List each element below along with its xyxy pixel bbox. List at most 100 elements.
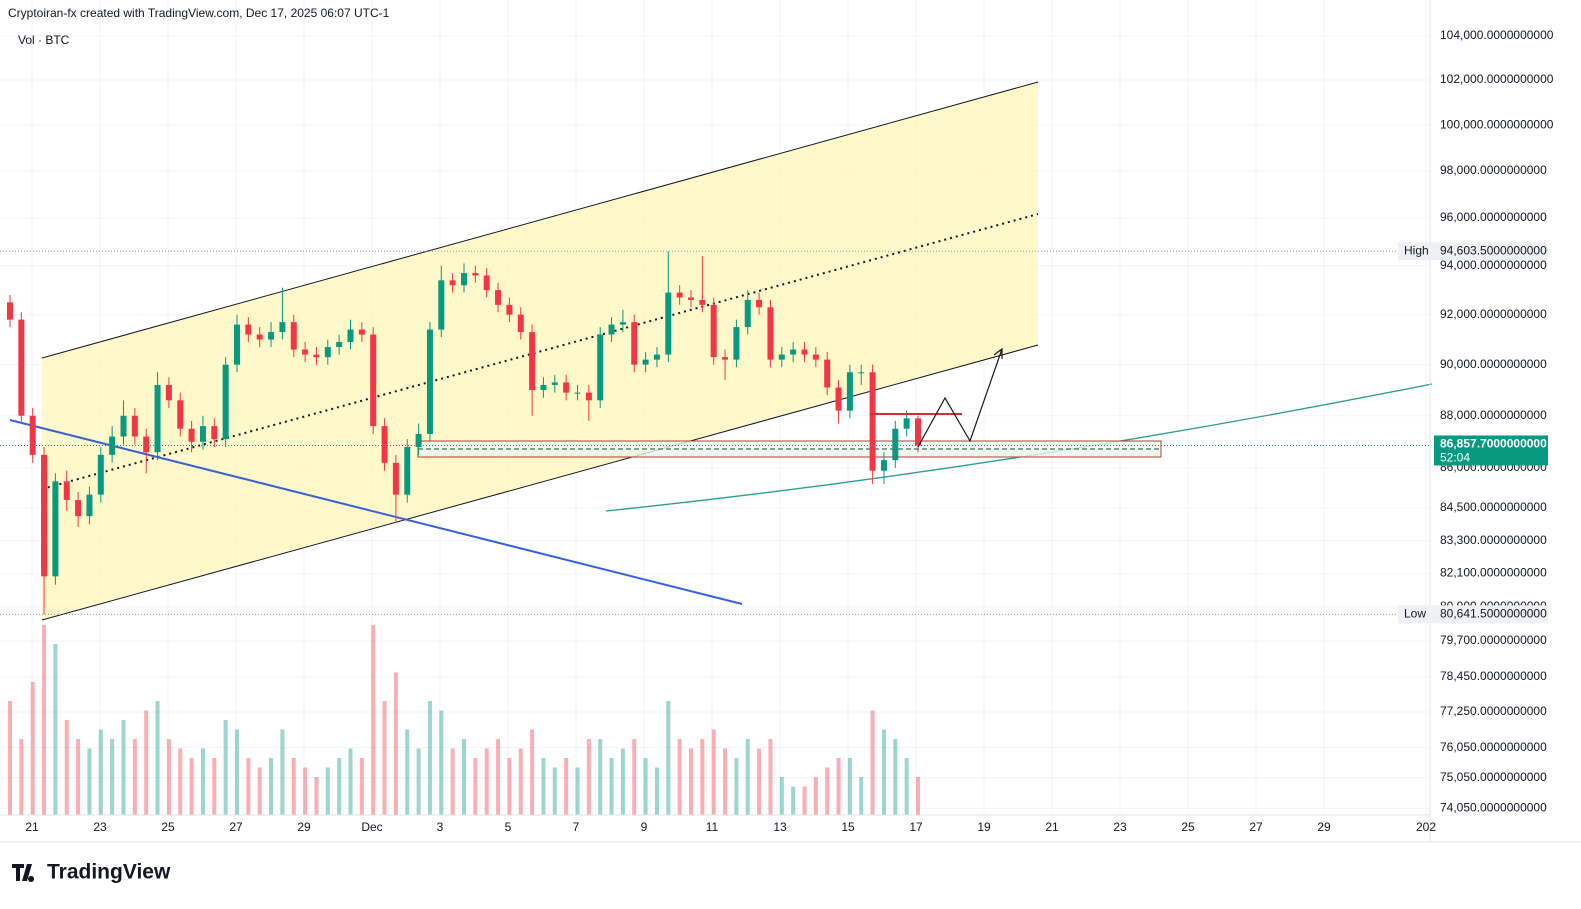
x-tick-label: 27 — [229, 820, 243, 834]
volume-bar — [666, 701, 671, 815]
volume-bar — [348, 748, 353, 815]
candle-body — [722, 357, 729, 360]
volume-bar — [541, 758, 546, 815]
legend-label: Vol · BTC — [18, 33, 70, 47]
volume-bar — [825, 767, 830, 815]
volume-bar — [632, 739, 637, 815]
volume-bar — [110, 739, 115, 815]
candle-body — [688, 297, 694, 300]
candle-body — [585, 392, 592, 401]
volume-bar — [53, 644, 58, 815]
x-tick-label: 15 — [841, 820, 855, 834]
volume-bar — [155, 701, 160, 815]
candle-body — [483, 275, 490, 291]
logo-text: TradingView — [47, 861, 171, 884]
x-tick-label: 5 — [505, 820, 512, 834]
x-tick-label: 17 — [909, 820, 923, 834]
candle-body — [574, 392, 581, 394]
volume-bar — [598, 739, 603, 815]
candle-body — [597, 334, 604, 401]
y-tick-label: 74,050.0000000000 — [1440, 800, 1547, 814]
volume-bar — [189, 758, 194, 815]
volume-bar — [359, 758, 364, 815]
candle-body — [75, 499, 82, 517]
volume-bar — [620, 748, 625, 815]
candle-body — [767, 307, 774, 360]
volume-bar — [121, 720, 126, 815]
y-tick-label: 77,250.0000000000 — [1440, 704, 1547, 718]
x-tick-label: 21 — [25, 820, 39, 834]
volume-bar — [291, 758, 296, 815]
logo: TradingView — [12, 861, 171, 884]
volume-bar — [257, 767, 262, 815]
candle-body — [165, 384, 172, 401]
candle-body — [778, 354, 785, 360]
volume-bar — [677, 739, 682, 815]
x-tick-label: Dec — [361, 820, 382, 834]
candle-body — [199, 426, 206, 442]
candle-body — [120, 415, 127, 437]
channel-upper — [41, 81, 1039, 359]
candle-body — [97, 454, 104, 495]
volume-bar — [734, 758, 739, 815]
countdown: 52:04 — [1440, 451, 1470, 465]
candle-body — [563, 382, 570, 393]
volume-bar — [689, 748, 693, 815]
x-tick-label: 25 — [1181, 820, 1195, 834]
candle-body — [234, 324, 240, 365]
volume-bar — [916, 777, 920, 815]
marker-label: High — [1404, 243, 1429, 257]
y-tick-label: 75,050.0000000000 — [1440, 770, 1547, 784]
candle-body — [892, 428, 899, 461]
x-tick-label: 3 — [437, 820, 444, 834]
candle-body — [222, 364, 229, 440]
channel-mid — [41, 213, 1039, 490]
volume-bar — [791, 786, 796, 815]
x-tick-label: 29 — [1317, 820, 1331, 834]
y-tick-label: 84,500.0000000000 — [1440, 500, 1547, 514]
x-tick-label: 19 — [977, 820, 991, 834]
candle-body — [744, 299, 751, 328]
volume-bar — [643, 758, 648, 815]
volume-bar — [416, 748, 421, 815]
volume-bar — [212, 758, 217, 815]
candle-body — [642, 359, 649, 365]
candle-body — [506, 304, 513, 315]
volume-bar — [700, 739, 705, 815]
volume-bar — [200, 748, 205, 815]
volume-bar — [881, 729, 886, 815]
volume-bar — [337, 758, 342, 815]
volume-bar — [144, 710, 149, 815]
axis: 104,000.0000000000 102,000.0000000000 100,… — [25, 28, 1553, 834]
volume-bar — [246, 758, 251, 815]
volume-bar — [30, 682, 35, 815]
candle-body — [461, 273, 467, 286]
candle-body — [18, 319, 25, 416]
candle-body — [143, 436, 150, 453]
candle-body — [347, 329, 354, 343]
candle-body — [495, 290, 502, 305]
volume-bar — [654, 767, 659, 815]
volume-bar — [439, 710, 444, 815]
candle-body — [699, 299, 706, 305]
volume-bar — [496, 739, 501, 815]
candle-body — [290, 322, 297, 350]
volume-bar — [87, 748, 92, 815]
volume-bar — [473, 758, 478, 815]
y-tick-label: 76,050.0000000000 — [1440, 740, 1547, 754]
volume-bar — [382, 701, 387, 815]
y-tick-label: 83,300.0000000000 — [1440, 533, 1547, 547]
candle-body — [880, 460, 887, 471]
candle-body — [63, 481, 70, 500]
volume-bar — [132, 739, 137, 815]
volume-bar — [757, 748, 762, 815]
y-tick-label: 96,000.0000000000 — [1440, 210, 1547, 224]
volume-bar — [847, 758, 852, 815]
candle-body — [835, 387, 842, 411]
volume-bar — [575, 767, 580, 815]
x-tick-label: 9 — [641, 820, 648, 834]
candle-body — [86, 494, 93, 517]
curve-line — [605, 383, 1433, 512]
